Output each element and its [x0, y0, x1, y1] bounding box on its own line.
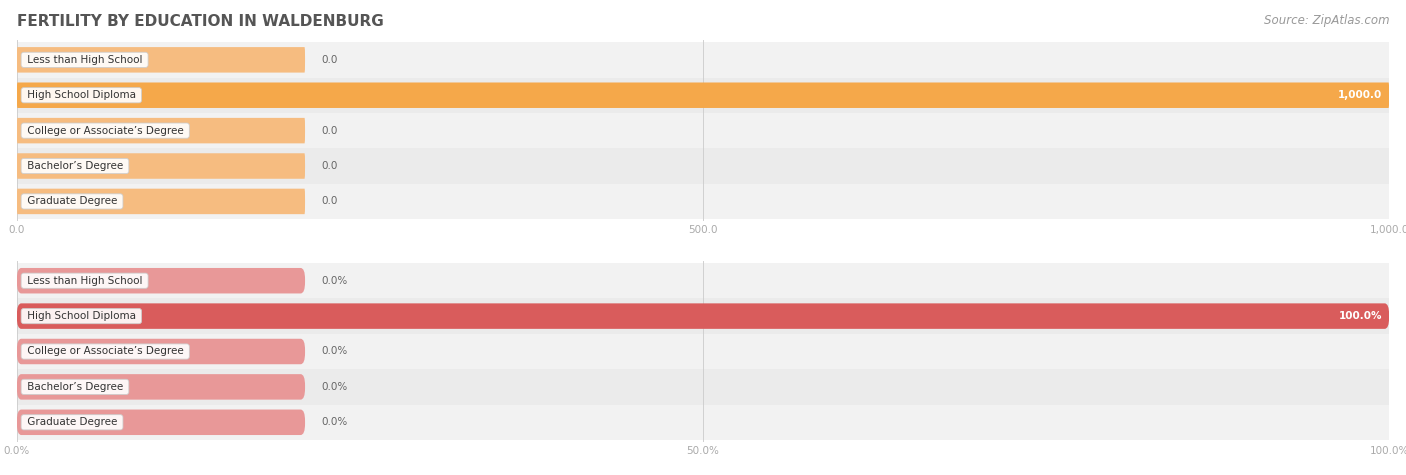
Text: College or Associate’s Degree: College or Associate’s Degree: [24, 346, 187, 357]
Text: 0.0%: 0.0%: [322, 382, 347, 392]
Text: Source: ZipAtlas.com: Source: ZipAtlas.com: [1264, 14, 1389, 27]
FancyBboxPatch shape: [17, 304, 1389, 329]
Bar: [17, 405, 1389, 440]
Text: High School Diploma: High School Diploma: [24, 311, 139, 321]
Text: 1,000.0: 1,000.0: [1339, 90, 1382, 100]
Text: 0.0: 0.0: [322, 161, 337, 171]
FancyBboxPatch shape: [17, 47, 305, 73]
Text: College or Associate’s Degree: College or Associate’s Degree: [24, 125, 187, 136]
Text: Bachelor’s Degree: Bachelor’s Degree: [24, 382, 127, 392]
Text: Graduate Degree: Graduate Degree: [24, 196, 121, 207]
Text: Less than High School: Less than High School: [24, 55, 145, 65]
FancyBboxPatch shape: [17, 83, 1389, 108]
FancyBboxPatch shape: [17, 153, 305, 179]
Bar: [17, 77, 1389, 113]
Text: 0.0%: 0.0%: [322, 417, 347, 428]
Text: 0.0%: 0.0%: [322, 276, 347, 286]
FancyBboxPatch shape: [17, 409, 305, 435]
Text: 0.0: 0.0: [322, 196, 337, 207]
Bar: [17, 334, 1389, 369]
Bar: [17, 42, 1389, 77]
Bar: [17, 148, 1389, 184]
Text: 100.0%: 100.0%: [1339, 311, 1382, 321]
Bar: [17, 263, 1389, 298]
Text: FERTILITY BY EDUCATION IN WALDENBURG: FERTILITY BY EDUCATION IN WALDENBURG: [17, 14, 384, 29]
Text: 0.0%: 0.0%: [322, 346, 347, 357]
Text: Graduate Degree: Graduate Degree: [24, 417, 121, 428]
FancyBboxPatch shape: [17, 268, 305, 294]
Bar: [17, 369, 1389, 405]
Text: Less than High School: Less than High School: [24, 276, 145, 286]
Text: 0.0: 0.0: [322, 55, 337, 65]
Text: Bachelor’s Degree: Bachelor’s Degree: [24, 161, 127, 171]
Text: 0.0: 0.0: [322, 125, 337, 136]
FancyBboxPatch shape: [17, 374, 305, 399]
Bar: [17, 113, 1389, 148]
Bar: [17, 298, 1389, 334]
FancyBboxPatch shape: [17, 339, 305, 364]
Bar: [17, 184, 1389, 219]
FancyBboxPatch shape: [17, 189, 305, 214]
FancyBboxPatch shape: [17, 118, 305, 143]
Text: High School Diploma: High School Diploma: [24, 90, 139, 100]
